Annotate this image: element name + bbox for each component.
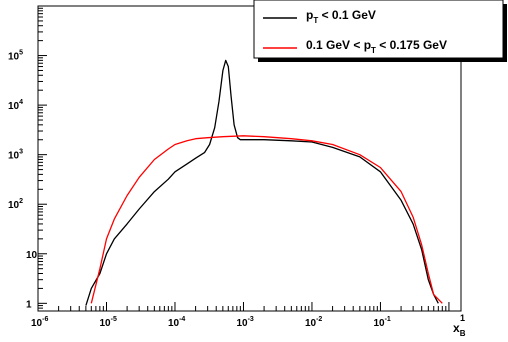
x-tick-label: 10-2 [305, 316, 322, 329]
x-tick-label: 10-4 [168, 316, 185, 329]
x-axis-label: xB1 [453, 313, 466, 338]
legend-label-1: 0.1 GeV < pT < 0.175 GeV [306, 38, 447, 55]
series-layer [85, 59, 443, 306]
series-line-0 [85, 59, 439, 306]
x-tick-label: 10-3 [236, 316, 253, 329]
y-tick-label: 104 [8, 99, 23, 112]
ticks-layer: 10-6 10-5 10-4 10-3 10-2 10-1 1 10 102 103 104 105 [8, 5, 450, 329]
y-tick-label: 10 [26, 250, 38, 261]
legend-label-0: pT < 0.1 GeV [306, 8, 376, 25]
series-line-1 [90, 135, 443, 304]
x-tick-label: 10-5 [99, 316, 116, 329]
x-tick-label: 10-6 [31, 316, 48, 329]
x-tick-label: 10-1 [373, 316, 390, 329]
y-tick-label: 102 [8, 198, 23, 211]
y-tick-label: 1 [26, 299, 32, 310]
legend: pT < 0.1 GeV 0.1 GeV < pT < 0.175 GeV [253, 0, 507, 62]
y-tick-label: 105 [8, 50, 23, 63]
y-tick-label: 103 [8, 149, 23, 162]
